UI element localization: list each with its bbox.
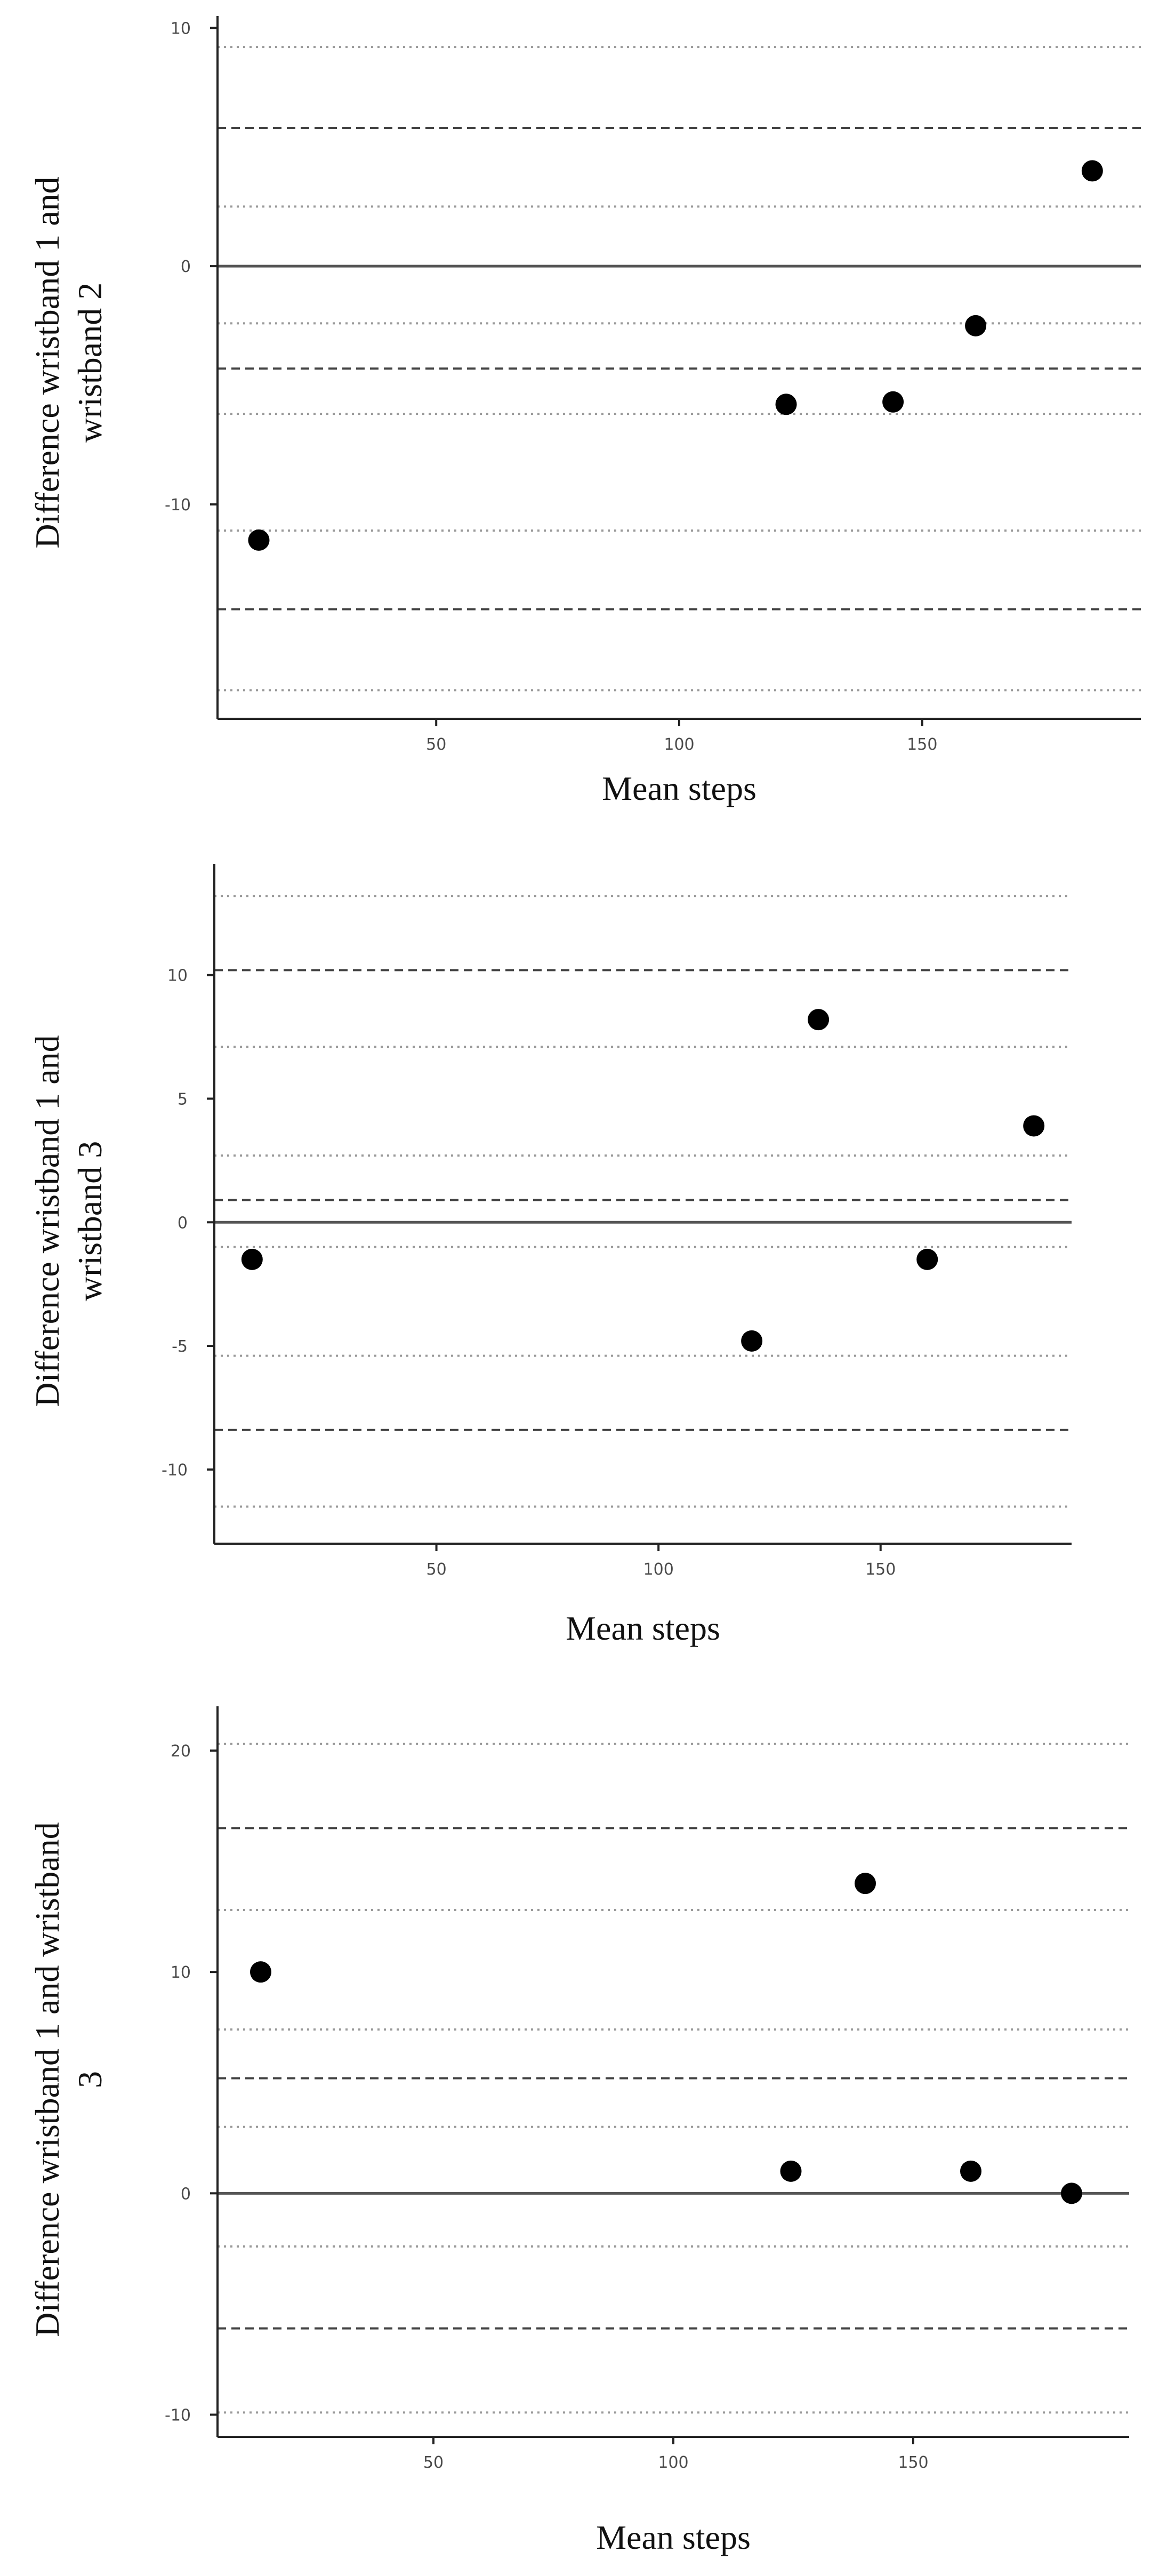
x-axis-title: Mean steps [566,1609,720,1647]
data-point [775,394,797,415]
data-point [965,315,987,336]
x-tick-label: 50 [423,2453,444,2472]
bland-altman-chart-2: -10 -5 0 5 10 50 100 150 Mean steps Difference wr… [28,864,1072,1647]
plot-panel-2: -10 -5 0 5 10 50 100 150 Mean steps Difference wr… [0,853,1159,1685]
x-tick-label: 50 [426,735,446,754]
x-axis-title: Mean steps [602,769,756,807]
y-tick-label: 20 [171,1742,191,1761]
data-point [241,1248,263,1270]
data-point [960,2160,981,2182]
x-tick-label: 100 [643,1560,674,1579]
y-axis-title-line: Difference wristband 1 and wristband [28,1822,66,2337]
y-axis-title-line: wristband 3 [71,1141,109,1301]
y-tick-label: -5 [172,1337,188,1356]
y-tick-label: -10 [165,496,191,515]
y-tick-label: -10 [162,1461,188,1480]
data-point [855,1873,876,1895]
y-tick-label: 10 [171,1963,191,1982]
x-tick-label: 100 [658,2453,688,2472]
data-point [250,1961,271,1983]
plot-panel-3: -10 0 10 20 50 100 150 Mean steps Difference wri… [0,1696,1159,2576]
y-tick-label: -10 [165,2406,191,2425]
data-point [808,1009,830,1031]
data-point [248,529,270,551]
data-point [741,1330,763,1352]
y-tick-label: 0 [181,258,191,276]
y-axis-title-line: Difference wristband 1 and [28,176,66,548]
y-axis-title-line: wristband 2 [71,283,109,443]
y-tick-label: 0 [178,1214,188,1232]
data-point [1023,1115,1045,1137]
x-axis-title: Mean steps [596,2518,751,2556]
x-tick-label: 50 [426,1560,446,1579]
y-axis-title-line: 3 [71,2071,109,2088]
y-tick-label: 10 [171,19,191,38]
bland-altman-chart-1: -10 0 10 50 100 150 Mean steps Difference wrist… [28,16,1141,807]
y-tick-label: 10 [167,967,188,985]
y-tick-label: 0 [181,2185,191,2203]
data-point [882,391,904,413]
data-point [916,1248,938,1270]
y-axis-title: Difference wristband 1 and wristband 3 [28,1822,109,2337]
y-axis-title: Difference wristband 1 and wristband 2 [28,176,109,548]
y-tick-label: 5 [178,1090,188,1109]
data-point [780,2160,802,2182]
plot-panel-1: -10 0 10 50 100 150 Mean steps Difference wrist… [0,0,1159,842]
data-point [1081,160,1103,182]
x-tick-label: 150 [898,2453,928,2472]
bland-altman-chart-3: -10 0 10 20 50 100 150 Mean steps Difference wri… [28,1706,1129,2556]
x-tick-label: 150 [907,735,937,754]
y-axis-title: Difference wristband 1 and wristband 3 [28,1035,109,1407]
x-tick-label: 150 [865,1560,896,1579]
x-tick-label: 100 [664,735,694,754]
data-point [1061,2182,1082,2204]
y-axis-title-line: Difference wristband 1 and [28,1035,66,1407]
